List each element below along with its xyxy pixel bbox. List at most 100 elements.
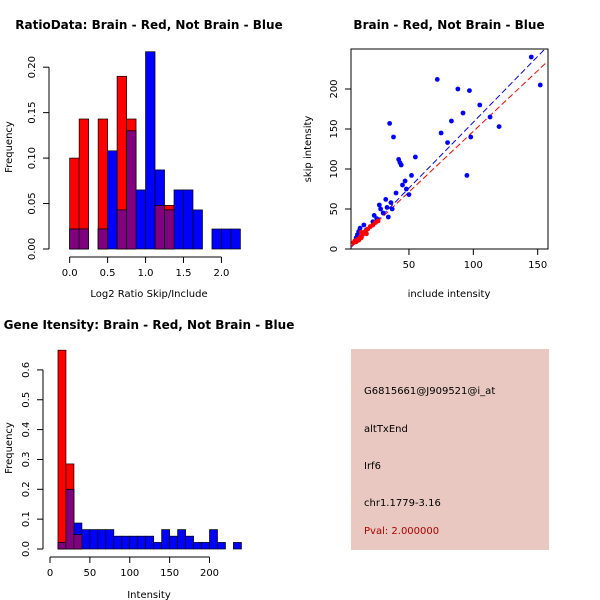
intensity-y-tick-label: 0.4: [21, 422, 32, 438]
scatter-point-brain: [358, 229, 364, 235]
ratio-x-tick-label: 0.5: [100, 268, 116, 279]
intensity-bar-not-brain: [97, 529, 107, 550]
scatter-point-not-brain: [383, 197, 389, 202]
ratio-bar-not-brain: [183, 189, 194, 250]
scatter-point-not-brain: [455, 86, 461, 92]
ratio-x-tick-label: 2.0: [213, 268, 229, 279]
scatter-fit-line: [351, 49, 546, 248]
intensity-bar-not-brain: [193, 542, 202, 550]
intensity-bar-not-brain: [161, 529, 170, 550]
scatter-point-not-brain: [378, 206, 384, 212]
ratio-y-tick-label: 0.00: [27, 238, 38, 260]
intensity-bar-not-brain: [129, 535, 139, 550]
scatter-x-tick-label: 100: [464, 260, 483, 271]
intensity-bar-not-brain: [81, 529, 91, 550]
scatter-ylabel: skip intensity: [303, 116, 314, 183]
scatter-point-not-brain: [445, 140, 450, 146]
scatter-point-not-brain: [434, 77, 440, 82]
ratio-bar-not-brain: [221, 228, 232, 250]
scatter-x-tick-label: 150: [528, 260, 547, 271]
scatter-plot: 50 100 150 0 50 100 150 200: [329, 49, 548, 271]
scatter-point-not-brain: [361, 222, 367, 228]
ratio-bar-not-brain: [107, 150, 118, 250]
intensity-bar-not-brain: [121, 535, 131, 550]
scatter-point-not-brain: [477, 102, 483, 108]
scatter-point-not-brain: [385, 214, 391, 220]
scatter-point-not-brain: [537, 82, 543, 88]
intensity-x-tick-label: 200: [200, 568, 219, 579]
scatter-point-not-brain: [388, 200, 394, 206]
intensity-y-tick-label: 0.5: [21, 392, 32, 408]
info-panel: G6815661@J909521@i_at altTxEnd Irf6 chr1…: [351, 349, 549, 550]
ratio-bar-not-brain: [192, 209, 203, 250]
ratio-bar-not-brain: [230, 228, 241, 250]
scatter-point-not-brain: [380, 210, 386, 216]
ratio-bar-overlap: [116, 209, 127, 250]
intensity-x-tick-label: 150: [160, 568, 179, 579]
ratio-bar-not-brain: [135, 189, 146, 250]
scatter-point-not-brain: [387, 121, 393, 126]
cluster-id: chr1.1779-3.16: [364, 498, 441, 509]
intensity-bar-brain: [57, 349, 67, 550]
scatter-point-not-brain: [402, 178, 408, 184]
intensity-bar-not-brain: [105, 529, 115, 550]
scatter-point-not-brain: [409, 173, 414, 178]
intensity-y-tick-label: 0.1: [21, 511, 32, 527]
ratio-y-tick-label: 0.20: [27, 56, 38, 78]
scatter-title: Brain - Red, Not Brain - Blue: [353, 18, 544, 32]
ratio-bar-not-brain: [145, 51, 156, 250]
intensity-histogram: 0 50 100 150 200 0.0 0.1 0.2 0.3 0.4 0.5 0.6: [21, 349, 242, 579]
scatter-point-not-brain: [412, 154, 418, 160]
ratio-histogram: 0.0 0.5 1.0 1.5 2.0 0.00 0.05 0.10 0.15 0.20: [27, 51, 241, 279]
ratio-x-tick-label: 0.0: [62, 268, 78, 279]
intensity-bar-not-brain: [145, 535, 155, 550]
intensity-bar-not-brain: [201, 542, 210, 550]
scatter-point-not-brain: [487, 114, 493, 120]
intensity-bar-overlap: [65, 488, 75, 550]
scatter-point-not-brain: [496, 124, 502, 129]
intensity-bar-not-brain: [169, 535, 178, 550]
scatter-point-not-brain: [376, 202, 382, 208]
scatter-point-not-brain: [406, 192, 412, 198]
intensity-bar-not-brain: [209, 529, 218, 550]
ratio-xlabel: Log2 Ratio Skip/Include: [90, 289, 207, 300]
ratio-bar-overlap: [97, 228, 108, 250]
scatter-y-tick-label: 150: [329, 119, 340, 138]
scatter-point-brain: [375, 218, 381, 224]
intensity-xlabel: Intensity: [127, 590, 171, 600]
ratio-x-tick-label: 1.5: [176, 268, 192, 279]
scatter-point-not-brain: [468, 134, 474, 140]
scatter-point-not-brain: [389, 206, 395, 212]
scatter-point-not-brain: [384, 205, 390, 210]
scatter-point-not-brain: [400, 182, 405, 188]
intensity-bar-not-brain: [153, 542, 163, 550]
intensity-y-tick-label: 0.3: [21, 451, 32, 467]
intensity-ylabel: Frequency: [4, 422, 15, 474]
scatter-point-not-brain: [464, 173, 470, 178]
intensity-bar-not-brain: [137, 535, 147, 550]
scatter-fit-line: [351, 60, 548, 247]
scatter-point-not-brain: [393, 190, 399, 196]
ratio-bar-overlap: [69, 228, 80, 250]
scatter-point-not-brain: [371, 213, 377, 218]
ratio-bar-overlap: [78, 228, 89, 250]
ratio-x-tick-label: 1.0: [138, 268, 154, 279]
intensity-x-tick-label: 0: [47, 568, 53, 579]
scatter-y-tick-label: 0: [329, 246, 340, 252]
scatter-point-not-brain: [449, 118, 454, 124]
intensity-y-tick-label: 0.6: [21, 362, 32, 378]
scatter-point-not-brain: [357, 225, 363, 231]
ratio-bar-not-brain: [211, 228, 222, 250]
scatter-point-not-brain: [438, 130, 444, 136]
intensity-bar-overlap: [57, 542, 67, 550]
ratio-bar-not-brain: [173, 189, 184, 250]
probe-id: G6815661@J909521@i_at: [364, 386, 496, 397]
ratio-ylabel: Frequency: [4, 121, 15, 173]
ratio-y-tick-label: 0.15: [27, 102, 38, 124]
intensity-bar-not-brain: [89, 529, 99, 550]
scatter-y-tick-label: 100: [329, 159, 340, 178]
intensity-bar-overlap: [73, 534, 83, 550]
intensity-y-tick-label: 0.0: [21, 541, 32, 557]
ratio-y-tick-label: 0.05: [27, 192, 38, 214]
scatter-point-not-brain: [528, 54, 534, 60]
